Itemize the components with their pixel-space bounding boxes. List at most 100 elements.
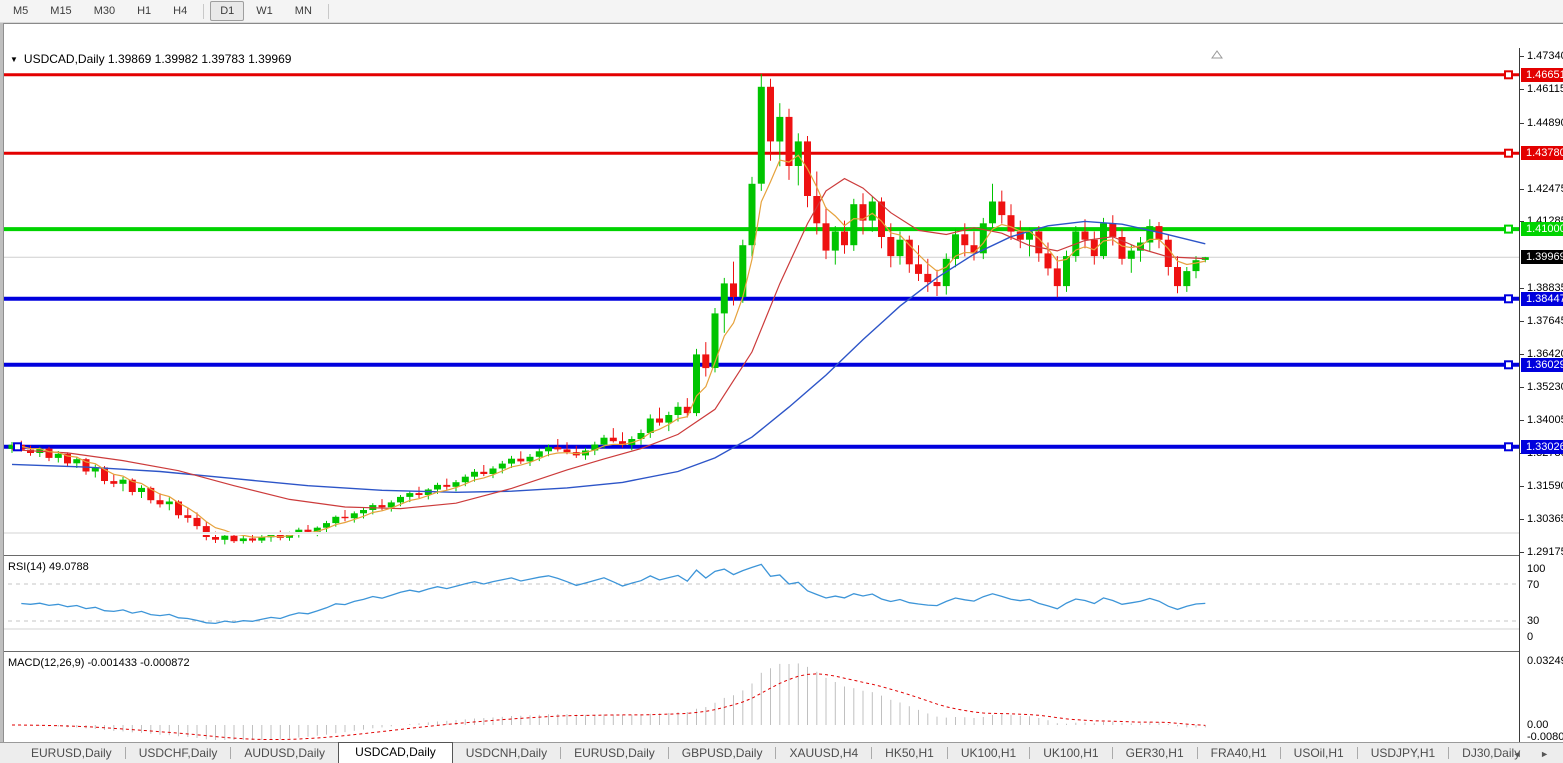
timeframe-button-h1[interactable]: H1 [137, 5, 152, 17]
tab-separator [775, 747, 777, 759]
timeframe-button-m15[interactable]: M15 [50, 5, 72, 17]
tab-scroll-arrows[interactable]: ◄ ► [1512, 749, 1557, 759]
timeframe-button-d1[interactable]: D1 [210, 1, 245, 21]
line-handle[interactable] [1504, 148, 1513, 158]
rsi-canvas[interactable] [0, 558, 1519, 651]
pane-divider[interactable] [0, 532, 1563, 535]
timeframe-button-mn[interactable]: MN [294, 5, 312, 17]
scale-tick [1520, 189, 1524, 190]
chart-tab-audusd-daily[interactable]: AUDUSD,Daily [244, 746, 326, 760]
chart-tab-gbpusd-daily[interactable]: GBPUSD,Daily [681, 746, 763, 760]
chart-tab-hk50-h1[interactable]: HK50,H1 [885, 746, 934, 760]
scale-tick [1520, 221, 1524, 222]
scale-tick [1520, 89, 1524, 90]
scale-tick [1520, 519, 1524, 520]
scale-tick [1520, 387, 1524, 388]
price-line-badge-1.46651: 1.46651 [1521, 68, 1563, 82]
scale-tick [1520, 486, 1524, 487]
rsi-scale-label: 0 [1527, 631, 1534, 643]
macd-histogram [20, 663, 1206, 740]
line-handle[interactable] [1504, 442, 1513, 452]
rsi-label: RSI(14) 49.0788 [8, 561, 89, 573]
chart-window: ▼ USDCAD,Daily 1.39869 1.39982 1.39783 1… [0, 23, 1563, 763]
chart-shift-marker[interactable] [1211, 50, 1223, 59]
tab-separator [1448, 747, 1450, 759]
tab-separator [667, 747, 669, 759]
scale-tick [1520, 420, 1524, 421]
chart-tab-usdjpy-h1[interactable]: USDJPY,H1 [1370, 746, 1436, 760]
tab-separator [1029, 747, 1031, 759]
price-tick-label: 1.29175 [1527, 546, 1563, 558]
macd-signal-line [11, 673, 1206, 741]
chart-tab-uk100-h1[interactable]: UK100,H1 [1043, 746, 1099, 760]
price-chart-canvas[interactable] [0, 48, 1519, 555]
price-tick-label: 1.31590 [1527, 480, 1563, 492]
price-tick-label: 1.34005 [1527, 414, 1563, 426]
line-handle[interactable] [1504, 294, 1513, 304]
chart-dropdown-icon[interactable]: ▼ [10, 54, 18, 64]
chart-tab-ger30-h1[interactable]: GER30,H1 [1125, 746, 1184, 760]
chart-tab-eurusd-daily[interactable]: EURUSD,Daily [31, 746, 112, 760]
timeframe-button-h4[interactable]: H4 [173, 5, 188, 17]
toolbar-divider [327, 3, 329, 19]
chart-tab-usdcnh-daily[interactable]: USDCNH,Daily [465, 746, 548, 760]
chart-tab-xauusd-h4[interactable]: XAUUSD,H4 [789, 746, 859, 760]
chart-tab-dj30-daily[interactable]: DJ30,Daily [1462, 746, 1521, 760]
scale-tick [1520, 354, 1524, 355]
line-handle[interactable] [1504, 224, 1513, 234]
chart-title-text: USDCAD,Daily 1.39869 1.39982 1.39783 1.3… [23, 52, 292, 66]
price-line-badge-1.41000: 1.41000 [1521, 222, 1563, 236]
ma-fast [11, 154, 1206, 538]
chart-tab-uk100-h1[interactable]: UK100,H1 [960, 746, 1017, 760]
rsi-scale-label: 30 [1527, 615, 1540, 627]
line-handle[interactable] [13, 442, 22, 452]
scale-tick [1520, 56, 1524, 57]
chart-tab-eurusd-daily[interactable]: EURUSD,Daily [574, 746, 655, 760]
scale-tick [1520, 123, 1524, 124]
price-tick-label: 1.30365 [1527, 513, 1563, 525]
rsi-pane: RSI(14) 49.0788 [0, 558, 1519, 652]
tab-separator [1356, 747, 1358, 759]
timeframe-toolbar: M5 M15 M30 H1 H4 D1 W1 MN [0, 0, 1563, 23]
price-line-badge-1.43780: 1.43780 [1521, 146, 1563, 160]
macd-scale-label: 0.032493 [1527, 655, 1563, 667]
tab-separator [1196, 747, 1198, 759]
toolbar-divider [203, 3, 205, 19]
macd-scale-label: 0.00 [1527, 719, 1549, 731]
line-handle[interactable] [1504, 360, 1513, 370]
macd-canvas[interactable] [0, 654, 1519, 742]
price-tick-label: 1.37645 [1527, 315, 1563, 327]
price-tick-label: 1.42475 [1527, 183, 1563, 195]
macd-scale-label: -0.008086 [1527, 731, 1563, 743]
tab-separator [946, 747, 948, 759]
tab-separator [1279, 747, 1281, 759]
price-tick-label: 1.47340 [1527, 50, 1563, 62]
window-left-frame [0, 23, 4, 742]
price-scale[interactable]: 1.47340 1.46115 1.44890 1.42475 1.41285 1.388… [1519, 48, 1563, 743]
line-handle[interactable] [1504, 70, 1513, 80]
chart-title: ▼ USDCAD,Daily 1.39869 1.39982 1.39783 1… [10, 52, 291, 66]
chart-tab-fra40-h1[interactable]: FRA40,H1 [1210, 746, 1267, 760]
tab-separator [871, 747, 873, 759]
macd-label: MACD(12,26,9) -0.001433 -0.000872 [8, 657, 190, 669]
price-tick-label: 1.35230 [1527, 381, 1563, 393]
chart-tab-usoil-h1[interactable]: USOil,H1 [1293, 746, 1344, 760]
timeframe-button-m5[interactable]: M5 [13, 5, 29, 17]
rsi-scale-label: 70 [1527, 579, 1540, 591]
tab-separator [1111, 747, 1113, 759]
scale-tick [1520, 288, 1524, 289]
timeframe-button-m30[interactable]: M30 [93, 5, 116, 17]
timeframe-button-w1[interactable]: W1 [256, 5, 273, 17]
pane-divider[interactable] [0, 628, 1563, 631]
chart-tab-usdchf-daily[interactable]: USDCHF,Daily [138, 746, 218, 760]
rsi-line [21, 563, 1206, 625]
price-tick-label: 1.46115 [1527, 83, 1563, 95]
price-line-badge-1.33026: 1.33026 [1521, 440, 1563, 454]
chart-tab-usdcad-daily[interactable]: USDCAD,Daily [338, 742, 453, 763]
price-tick-label: 1.36420 [1527, 348, 1563, 360]
macd-pane: MACD(12,26,9) -0.001433 -0.000872 [0, 654, 1519, 743]
scale-tick [1520, 321, 1524, 322]
price-tick-label: 1.38835 [1527, 282, 1563, 294]
ma-slow [11, 220, 1206, 494]
